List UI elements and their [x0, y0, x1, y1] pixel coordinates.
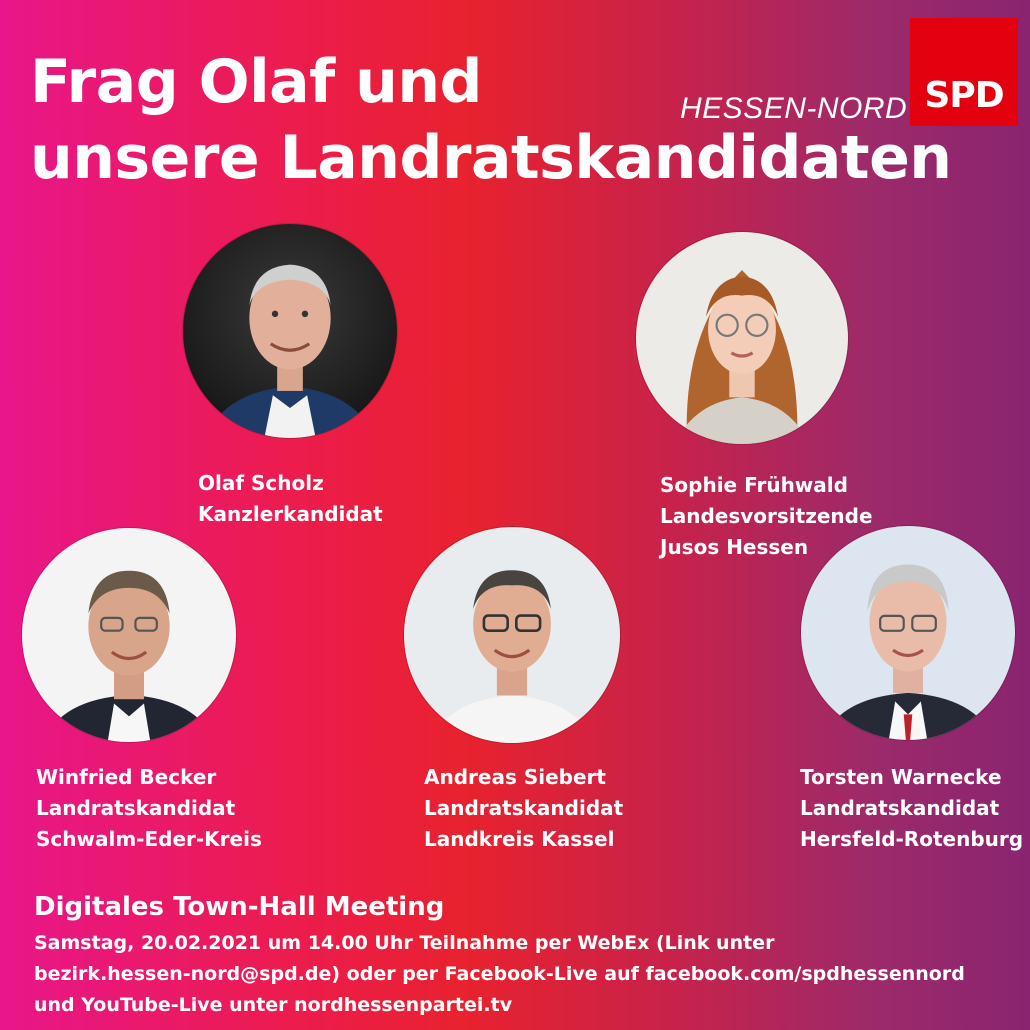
headline-line-2: unsere Landratskandidaten — [30, 123, 952, 193]
caption-torsten-warnecke: Torsten Warnecke Landratskandidat Hersfe… — [800, 762, 1023, 855]
event-details: Samstag, 20.02.2021 um 14.00 Uhr Teilnah… — [34, 928, 1024, 1021]
caption-andreas-siebert: Andreas Siebert Landratskandidat Landkre… — [424, 762, 623, 855]
person-role: Landratskandidat — [800, 796, 1000, 820]
event-details-line-1: Samstag, 20.02.2021 um 14.00 Uhr Teilnah… — [34, 932, 775, 954]
portrait-olaf-scholz — [183, 224, 397, 438]
spd-logo: SPD — [910, 18, 1018, 126]
person-detail: Hersfeld-Rotenburg — [800, 827, 1024, 851]
caption-olaf-scholz: Olaf Scholz Kanzlerkandidat — [198, 468, 383, 530]
person-role: Landratskandidat — [36, 796, 236, 820]
event-title: Digitales Town-Hall Meeting — [34, 892, 445, 922]
person-role: Landratskandidat — [424, 796, 624, 820]
person-role: Kanzlerkandidat — [198, 502, 383, 526]
person-detail: Jusos Hessen — [660, 535, 809, 559]
person-name: Sophie Frühwald — [660, 473, 848, 497]
person-detail: Landkreis Kassel — [424, 827, 615, 851]
portrait-andreas-siebert — [404, 527, 620, 743]
portrait-sophie-fruehwald — [636, 232, 848, 444]
headline: Frag Olaf und unsere Landratskandidaten — [30, 44, 952, 196]
person-name: Winfried Becker — [36, 765, 217, 789]
portrait-torsten-warnecke — [801, 526, 1015, 740]
caption-sophie-fruehwald: Sophie Frühwald Landesvorsitzende Jusos … — [660, 470, 873, 563]
person-name: Torsten Warnecke — [800, 765, 1002, 789]
person-name: Olaf Scholz — [198, 471, 324, 495]
person-role: Landesvorsitzende — [660, 504, 873, 528]
spd-logo-text: SPD — [924, 75, 1004, 116]
region-label: HESSEN-NORD — [680, 92, 908, 125]
person-detail: Schwalm-Eder-Kreis — [36, 827, 262, 851]
event-details-line-2: bezirk.hessen-nord@spd.de) oder per Face… — [34, 963, 965, 985]
headline-line-1: Frag Olaf und — [30, 47, 482, 117]
portrait-winfried-becker — [22, 528, 236, 742]
event-details-line-3: und YouTube-Live unter nordhessenpartei.… — [34, 994, 513, 1016]
person-name: Andreas Siebert — [424, 765, 606, 789]
caption-winfried-becker: Winfried Becker Landratskandidat Schwalm… — [36, 762, 262, 855]
